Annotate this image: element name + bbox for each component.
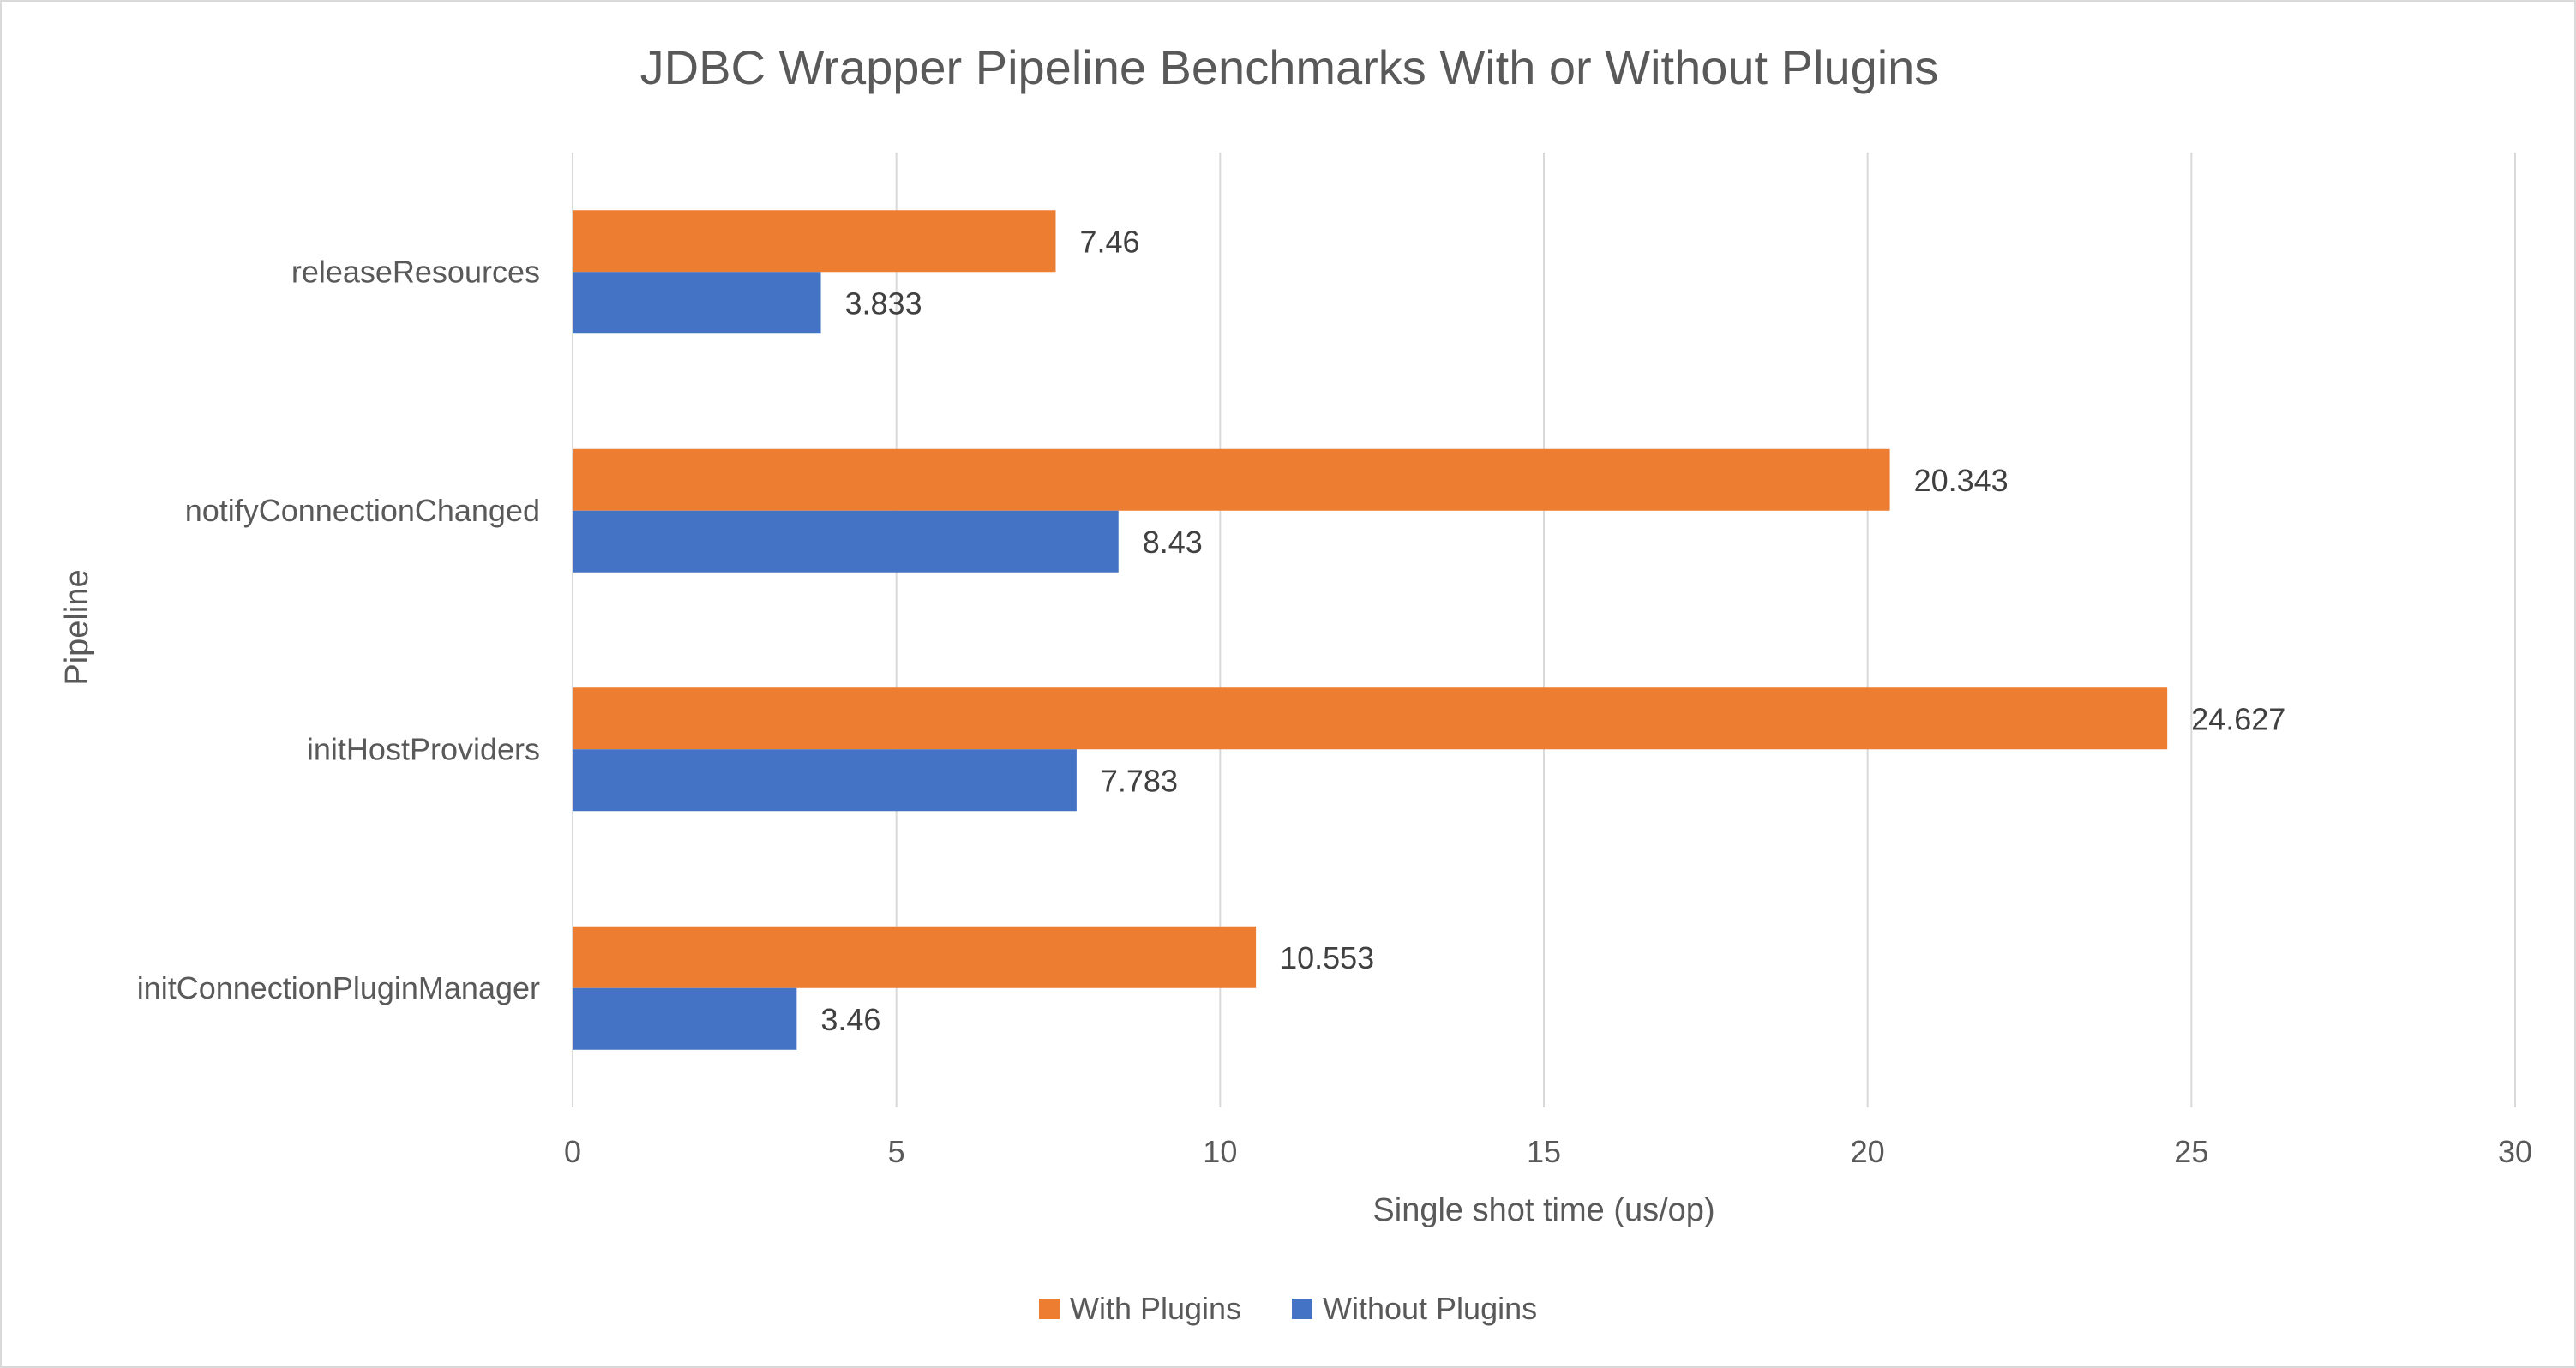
data-label: 24.627 bbox=[2191, 701, 2285, 736]
bar-with-plugins bbox=[573, 210, 1056, 273]
bar-with-plugins bbox=[573, 687, 2168, 750]
bars bbox=[573, 210, 2168, 1050]
legend-label: Without Plugins bbox=[1323, 1291, 1537, 1326]
x-tick-label: 20 bbox=[1851, 1134, 1885, 1169]
legend: With Plugins Without Plugins bbox=[1039, 1291, 1537, 1326]
gridlines bbox=[572, 153, 2516, 1107]
bar-without-plugins bbox=[573, 510, 1119, 573]
x-tick-label: 10 bbox=[1203, 1134, 1237, 1169]
y-axis-categories: releaseResources notifyConnectionChanged i… bbox=[137, 254, 540, 1005]
legend-swatch bbox=[1039, 1299, 1060, 1319]
x-tick-label: 0 bbox=[564, 1134, 581, 1169]
x-tick-label: 30 bbox=[2498, 1134, 2532, 1169]
data-label: 7.783 bbox=[1101, 763, 1178, 798]
category-label: notifyConnectionChanged bbox=[185, 493, 540, 528]
bar-with-plugins bbox=[573, 926, 1257, 988]
chart-title: JDBC Wrapper Pipeline Benchmarks With or… bbox=[640, 40, 1939, 94]
data-label: 8.43 bbox=[1143, 525, 1203, 560]
legend-label: With Plugins bbox=[1070, 1291, 1241, 1326]
bar-without-plugins bbox=[573, 272, 821, 334]
data-label: 3.833 bbox=[845, 285, 922, 321]
bar-without-plugins bbox=[573, 749, 1077, 812]
data-label: 7.46 bbox=[1079, 224, 1139, 259]
category-label: initHostProviders bbox=[307, 731, 540, 766]
x-tick-label: 15 bbox=[1527, 1134, 1561, 1169]
bar-with-plugins bbox=[573, 448, 1890, 511]
data-label: 20.343 bbox=[1914, 463, 2009, 498]
data-labels: 7.46 3.833 20.343 8.43 24.627 7.783 10.553 3.46 bbox=[820, 224, 2285, 1037]
category-label: releaseResources bbox=[291, 254, 540, 289]
legend-swatch bbox=[1292, 1299, 1312, 1319]
x-tick-label: 5 bbox=[888, 1134, 905, 1169]
data-label: 10.553 bbox=[1280, 940, 1374, 975]
x-axis-label: Single shot time (us/op) bbox=[1372, 1192, 1714, 1228]
y-axis-label: Pipeline bbox=[59, 569, 95, 685]
bar-without-plugins bbox=[573, 987, 797, 1050]
x-axis-ticks: 0 5 10 15 20 25 30 bbox=[564, 1134, 2532, 1169]
category-label: initConnectionPluginManager bbox=[137, 970, 540, 1005]
x-tick-label: 25 bbox=[2174, 1134, 2208, 1169]
data-label: 3.46 bbox=[820, 1002, 880, 1037]
